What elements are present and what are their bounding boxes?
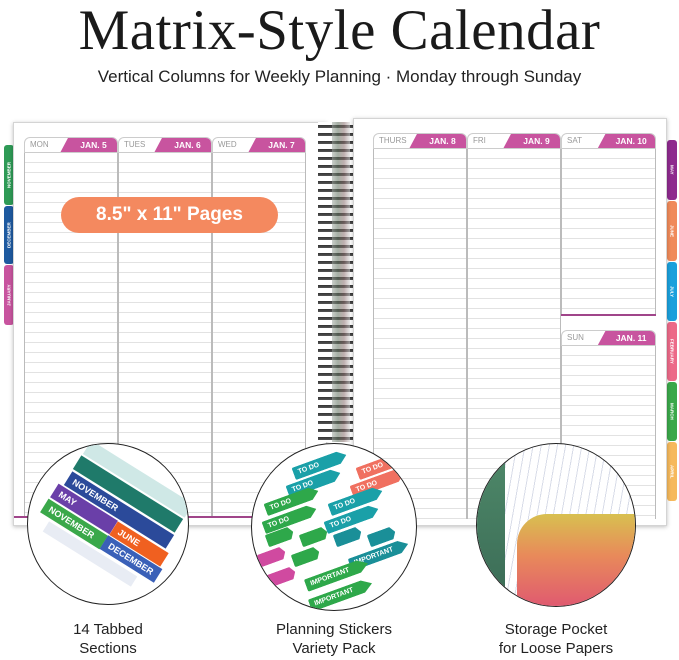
tab-march[interactable]: MARCH <box>667 382 677 441</box>
stickers-photo: TO DO TO DO TO DO TO DO TO DO TO DO TO D… <box>251 443 417 611</box>
sticker-blank <box>291 546 322 568</box>
day-header-tues: TUES JAN. 6 <box>118 137 212 153</box>
storage-pocket-photo <box>476 443 636 607</box>
tab-april[interactable]: APRIL <box>667 442 677 501</box>
caption-tabbed-sections: 14 Tabbed Sections <box>73 621 143 657</box>
tab-july[interactable]: JULY <box>667 262 677 321</box>
sticker-blank <box>299 526 330 548</box>
sat-rule <box>561 314 656 316</box>
day-header-thurs: THURS JAN. 8 <box>373 133 467 149</box>
pocket <box>517 514 635 606</box>
day-column-sat[interactable] <box>561 149 656 315</box>
day-header-sun: SUN JAN. 11 <box>561 330 656 346</box>
sticker-blank <box>267 566 298 588</box>
tab-june[interactable]: JUNE <box>667 201 677 261</box>
day-header-sat: SAT JAN. 10 <box>561 133 656 149</box>
tabbed-sections-photo: NOVEMBER MAY JUNE NOVEMBER DECEMBER <box>27 443 189 605</box>
caption-storage-pocket: Storage Pocket for Loose Papers <box>498 621 614 657</box>
tab-may[interactable]: MAY <box>667 140 677 200</box>
page-size-badge: 8.5" x 11" Pages <box>61 197 278 233</box>
caption-stickers: Planning Stickers Variety Pack <box>276 621 392 657</box>
sticker-blank <box>257 546 288 568</box>
cover-edge <box>477 444 505 606</box>
subtitle: Vertical Columns for Weekly Planning · M… <box>97 67 582 86</box>
page-title: Matrix-Style Calendar <box>78 0 601 62</box>
day-header-fri: FRI JAN. 9 <box>467 133 561 149</box>
tab-february[interactable]: FEBRUARY <box>667 322 677 381</box>
day-header-wed: WED JAN. 7 <box>212 137 306 153</box>
day-header-mon: MON JAN. 5 <box>24 137 118 153</box>
